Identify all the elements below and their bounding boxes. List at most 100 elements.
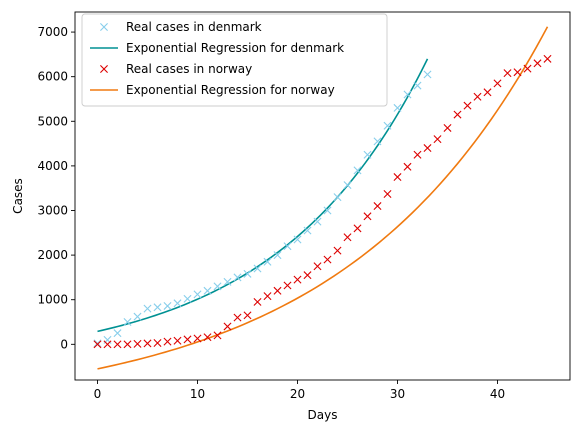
series-0-point-6 (153, 303, 162, 312)
series-2-point-4 (133, 339, 142, 348)
series-2-point-18 (273, 286, 282, 295)
series-2-point-6 (153, 338, 162, 347)
series-2-point-26 (353, 224, 362, 233)
series-0-point-10 (193, 290, 202, 299)
series-2-point-34 (433, 135, 442, 144)
y-tick-label-1: 1000 (37, 293, 68, 307)
series-2-point-20 (293, 275, 302, 284)
series-0-point-17 (263, 257, 272, 266)
series-2-point-37 (463, 101, 472, 110)
series-0-point-11 (203, 286, 212, 295)
series-2-point-8 (173, 336, 182, 345)
legend-label-2: Real cases in norway (126, 62, 252, 76)
series-2-point-39 (483, 88, 492, 97)
x-tick-label-2: 20 (290, 387, 305, 401)
y-axis-label: Cases (11, 178, 25, 214)
y-tick-label-7: 7000 (37, 25, 68, 39)
series-0-point-30 (393, 103, 402, 112)
series-2-point-33 (423, 144, 432, 153)
legend-label-0: Real cases in denmark (126, 20, 262, 34)
series-2-point-16 (253, 297, 262, 306)
series-2-point-14 (233, 313, 242, 322)
series-0-point-7 (163, 301, 172, 310)
series-2-point-40 (493, 79, 502, 88)
series-2-point-32 (413, 150, 422, 159)
series-0-point-25 (343, 181, 352, 190)
axes-frame (74, 11, 571, 381)
series-0-point-20 (293, 235, 302, 244)
x-tick-label-3: 30 (390, 387, 405, 401)
series-0-point-32 (413, 81, 422, 90)
series-2-point-25 (343, 233, 352, 242)
series-2-point-22 (313, 262, 322, 271)
series-1-line (97, 58, 429, 333)
series-2-point-13 (223, 322, 232, 331)
series-0-point-31 (403, 90, 412, 99)
series-0-point-13 (223, 277, 232, 286)
series-0-point-9 (183, 294, 192, 303)
series-2-point-27 (363, 212, 372, 221)
series-2-point-23 (323, 255, 332, 264)
series-0-point-5 (143, 304, 152, 313)
series-2-point-11 (203, 333, 212, 342)
series-2-point-35 (443, 123, 452, 132)
series-2-point-38 (473, 92, 482, 101)
data-layer (93, 26, 552, 370)
y-tick-label-2: 2000 (37, 248, 68, 262)
series-0-point-33 (423, 70, 432, 79)
series-2-point-21 (303, 271, 312, 280)
series-0-point-22 (313, 217, 322, 226)
series-2-point-24 (333, 246, 342, 255)
series-0-point-4 (133, 312, 142, 321)
series-0-point-23 (323, 206, 332, 215)
legend-marker-2 (100, 65, 108, 73)
series-2-point-3 (123, 340, 132, 349)
series-2-point-45 (543, 54, 552, 63)
legend-label-1: Exponential Regression for denmark (126, 41, 344, 55)
legend: Real cases in denmark Exponential Regress… (81, 13, 388, 107)
series-0-point-14 (233, 273, 242, 282)
series-2-point-0 (93, 340, 102, 349)
series-2-point-42 (513, 68, 522, 77)
x-tick-label-1: 10 (190, 387, 205, 401)
x-axis-label: Days (308, 408, 338, 422)
series-0-point-12 (213, 282, 222, 291)
series-3-line (97, 26, 549, 370)
series-2-point-12 (213, 331, 222, 340)
y-tick-label-3: 3000 (37, 203, 68, 217)
legend-marker-0 (100, 23, 108, 31)
series-2-point-15 (243, 311, 252, 320)
legend-box (81, 13, 388, 107)
series-2-point-29 (383, 190, 392, 198)
series-2-point-28 (373, 202, 382, 211)
series-0-point-24 (333, 193, 342, 202)
series-2-point-31 (403, 162, 412, 171)
series-0-point-26 (353, 166, 362, 175)
series-0-point-16 (253, 264, 262, 273)
series-0-point-15 (243, 269, 252, 278)
series-0-point-19 (283, 242, 292, 251)
legend-label-3: Exponential Regression for norway (126, 83, 335, 97)
series-2-point-1 (103, 340, 112, 349)
series-2-point-36 (453, 110, 462, 119)
series-2-point-17 (263, 292, 272, 301)
x-tick-label-0: 0 (94, 387, 102, 401)
series-0-point-3 (123, 318, 132, 327)
series-2-point-7 (163, 337, 172, 346)
series-2-point-30 (393, 173, 402, 182)
series-2-point-5 (143, 339, 152, 348)
series-0-point-27 (363, 150, 372, 159)
series-0-point-18 (273, 251, 282, 260)
plot-area: 0 10 20 30 40 0 1000 2000 3000 4000 5000 6000 7000 (37, 11, 571, 401)
y-tick-label-4: 4000 (37, 159, 68, 173)
series-2-point-41 (503, 69, 512, 78)
series-2-point-44 (533, 59, 542, 68)
series-0-point-29 (383, 121, 392, 130)
series-2-point-9 (183, 335, 192, 344)
y-tick-label-5: 5000 (37, 114, 68, 128)
series-0-point-2 (113, 329, 122, 338)
series-2-point-19 (283, 281, 292, 290)
series-2-point-2 (113, 340, 122, 349)
series-0-point-21 (303, 226, 312, 235)
